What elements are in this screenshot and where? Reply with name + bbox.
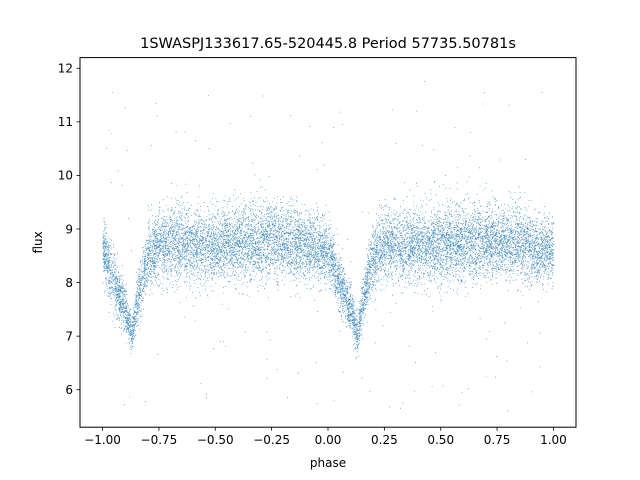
y-axis: 6 7 8 9 10 11 12 — [58, 62, 80, 397]
x-tick-label: −0.25 — [253, 433, 290, 447]
x-tick-label: 1.00 — [540, 433, 567, 447]
x-tick-label: 0.00 — [315, 433, 342, 447]
x-tick-label: −0.50 — [197, 433, 234, 447]
y-tick-label: 12 — [58, 62, 73, 76]
y-tick-label: 11 — [58, 115, 73, 129]
y-tick-label: 9 — [65, 222, 73, 236]
y-tick-label: 8 — [65, 276, 73, 290]
x-tick-label: 0.25 — [371, 433, 398, 447]
x-tick-label: −0.75 — [141, 433, 178, 447]
x-axis: −1.00 −0.75 −0.50 −0.25 0.00 0.25 0.50 0.75 1.00 — [84, 427, 567, 447]
y-tick-label: 7 — [65, 329, 73, 343]
scatter-points — [102, 81, 555, 412]
y-axis-title: flux — [31, 231, 45, 253]
x-tick-label: −1.00 — [84, 433, 121, 447]
x-axis-title: phase — [310, 456, 346, 470]
x-tick-label: 0.50 — [427, 433, 454, 447]
y-tick-label: 10 — [58, 169, 73, 183]
x-tick-label: 0.75 — [484, 433, 511, 447]
y-tick-label: 6 — [65, 383, 73, 397]
scatter-series-points — [102, 81, 555, 412]
chart-title: 1SWASPJ133617.65-520445.8 Period 57735.5… — [140, 36, 516, 52]
